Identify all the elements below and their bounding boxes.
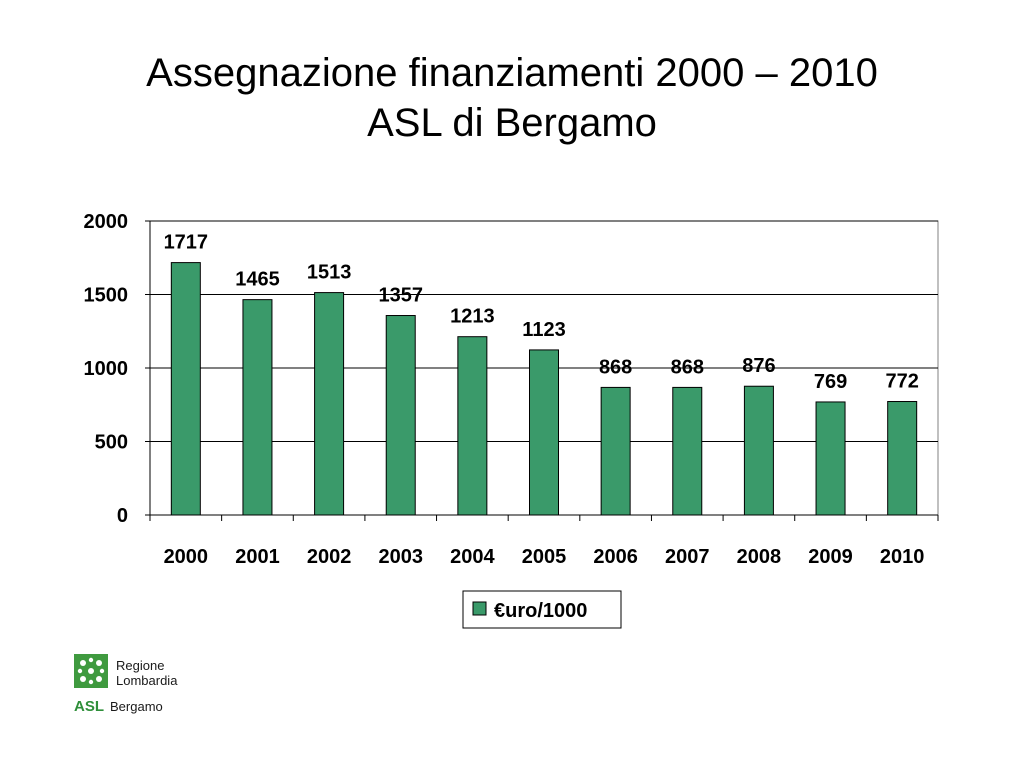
slide-title-line2: ASL di Bergamo	[367, 101, 657, 145]
bar	[242, 299, 273, 516]
logo-line1: Regione	[116, 658, 165, 673]
data-label: 868	[671, 356, 704, 378]
x-tick-label: 2009	[808, 546, 853, 568]
bar	[170, 262, 201, 516]
x-tick-label: 2010	[880, 546, 925, 568]
x-tick-label: 2007	[665, 546, 710, 568]
data-label: 1513	[307, 262, 352, 284]
y-tick-label: 2000	[84, 211, 129, 233]
data-label: 1357	[378, 285, 423, 307]
bar	[385, 315, 416, 516]
slide-title-line1: Assegnazione finanziamenti 2000 – 2010	[146, 51, 878, 95]
legend-label: €uro/1000	[494, 600, 587, 622]
data-label: 868	[599, 356, 632, 378]
x-tick-label: 2000	[164, 546, 209, 568]
data-label: 1213	[450, 306, 495, 328]
logo-line2: Lombardia	[116, 673, 178, 688]
x-tick-label: 2002	[307, 546, 352, 568]
legend-swatch	[472, 601, 487, 616]
x-tick-label: 2005	[522, 546, 567, 568]
y-tick-label: 0	[117, 505, 128, 527]
y-tick-label: 1000	[84, 358, 129, 380]
x-tick-label: 2008	[737, 546, 782, 568]
data-label: 1465	[235, 269, 280, 291]
data-label: 769	[814, 371, 847, 393]
bar	[529, 349, 559, 516]
bar	[672, 386, 703, 516]
x-tick-label: 2003	[378, 546, 423, 568]
x-tick-label: 2001	[235, 546, 280, 568]
slide-title: Assegnazione finanziamenti 2000 – 2010 A…	[0, 48, 1024, 148]
bar	[314, 292, 345, 516]
data-label: 772	[885, 371, 918, 393]
x-tick-label: 2004	[450, 546, 495, 568]
logo-asl: ASL	[74, 698, 104, 715]
bar	[743, 385, 774, 516]
y-tick-label: 500	[95, 432, 128, 454]
bar	[600, 386, 631, 516]
legend	[462, 590, 622, 629]
x-tick-label: 2006	[593, 546, 638, 568]
data-label: 1123	[522, 319, 565, 341]
data-label: 1717	[164, 232, 209, 254]
bar	[457, 336, 488, 516]
bar	[815, 401, 846, 516]
y-tick-label: 1500	[84, 285, 129, 307]
rosa-camuna-icon	[74, 654, 108, 688]
logo-region-name: Regione Lombardia	[116, 658, 177, 688]
logo-city: Bergamo	[110, 699, 163, 714]
bar	[887, 401, 918, 516]
data-label: 876	[742, 355, 775, 377]
regione-lombardia-logo: Regione Lombardia ASL Bergamo	[70, 650, 230, 730]
logo-asl-label: ASL Bergamo	[74, 698, 163, 715]
